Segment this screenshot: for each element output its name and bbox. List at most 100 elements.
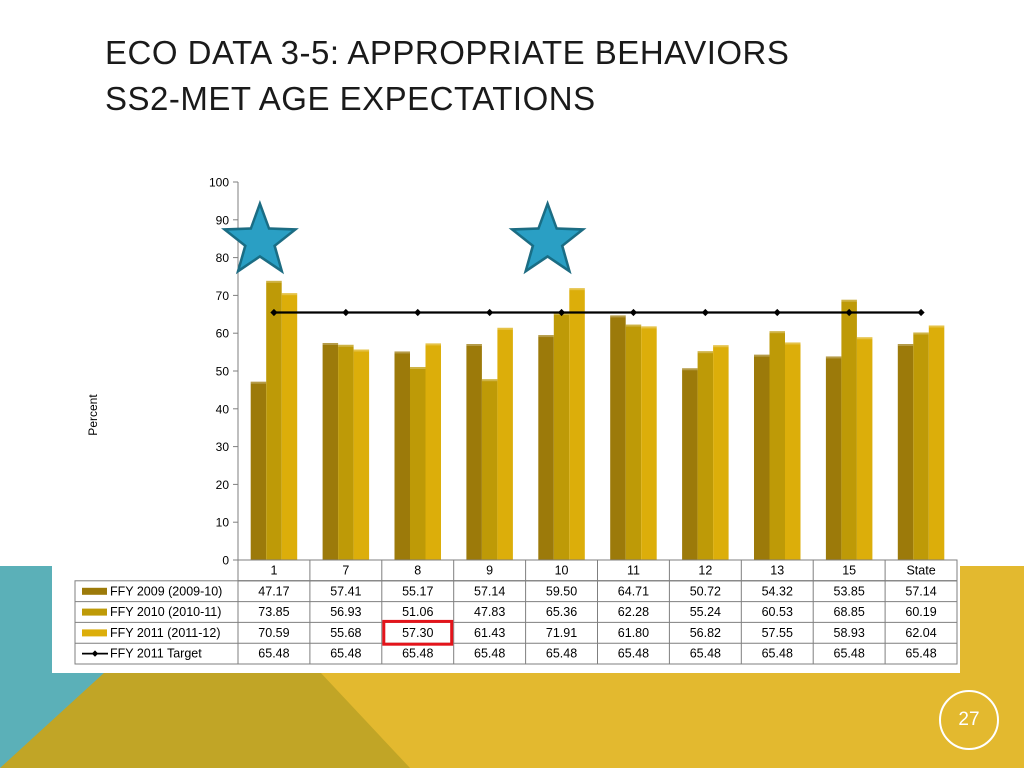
bar: [625, 324, 642, 560]
legend-swatch: [82, 608, 107, 616]
bar-highlight: [856, 337, 873, 340]
bar: [281, 293, 298, 560]
bar: [322, 342, 339, 560]
bar-highlight: [322, 342, 339, 345]
bar-highlight: [250, 381, 267, 384]
star-icon-inner: [512, 204, 583, 271]
data-table-cell: 56.93: [330, 605, 361, 619]
data-table-cell: 65.48: [258, 647, 289, 661]
data-table-cell: 47.83: [474, 605, 505, 619]
x-tick-label: 1: [270, 564, 277, 578]
x-tick-label: State: [906, 564, 935, 578]
target-marker: [701, 308, 709, 317]
bar-highlight: [266, 280, 282, 283]
target-marker: [845, 308, 853, 317]
y-tick-label: 50: [216, 365, 230, 379]
data-table-cell: 57.14: [474, 584, 505, 598]
data-table-cell: 59.50: [546, 584, 577, 598]
target-marker: [342, 308, 350, 317]
data-table-cell: 62.04: [905, 626, 936, 640]
chart-panel: Percent 0 10 20 30 40 50 60 70 80 90 100 1 7 8 9 10 11 12 1…: [52, 165, 960, 673]
x-tick-label: 11: [627, 564, 640, 578]
bar-highlight: [825, 356, 842, 359]
data-table-cell: 55.68: [330, 626, 361, 640]
y-tick-label: 70: [216, 289, 230, 303]
highlight-box: [382, 619, 454, 646]
bar-highlight: [353, 349, 370, 352]
target-marker: [414, 308, 422, 317]
bar: [425, 343, 441, 560]
legend-swatch: [82, 629, 107, 637]
bar: [641, 326, 657, 560]
bar: [266, 280, 282, 560]
bar: [250, 381, 267, 560]
slide-title: ECO DATA 3-5: APPROPRIATE BEHAVIORS SS2-…: [105, 30, 789, 122]
data-table-cell: 65.48: [546, 647, 577, 661]
bar-highlight: [394, 351, 410, 354]
data-table-cell: 61.43: [474, 626, 505, 640]
page-number-badge: 27: [939, 690, 999, 750]
data-table-cell: 53.85: [834, 584, 865, 598]
bar-highlight: [913, 332, 929, 335]
bar-highlight: [425, 343, 441, 346]
bar-highlight: [497, 327, 513, 330]
bar: [538, 335, 554, 560]
bar-highlight: [769, 331, 785, 334]
data-table-cell: 57.55: [762, 626, 793, 640]
bar: [754, 354, 770, 560]
bar: [682, 368, 698, 560]
data-table-cell: 68.85: [834, 605, 865, 619]
data-table-cell: 56.82: [690, 626, 721, 640]
data-table-cell: 65.48: [330, 647, 361, 661]
bar: [553, 312, 570, 560]
bar-highlight: [338, 344, 354, 347]
legend-swatch: [82, 587, 107, 595]
legend-label: FFY 2009 (2009-10): [110, 584, 222, 598]
bar-highlight: [713, 345, 729, 348]
target-marker: [629, 308, 638, 317]
bar-highlight: [841, 299, 857, 302]
y-tick-label: 100: [209, 176, 229, 190]
y-tick-label: 60: [216, 327, 230, 341]
x-tick-label: 13: [770, 564, 784, 578]
bar-highlight: [928, 325, 945, 328]
bar-highlight: [610, 315, 626, 318]
data-table-cell: 65.48: [834, 647, 865, 661]
bar: [897, 344, 914, 560]
data-table-cell: 65.48: [905, 647, 936, 661]
data-table-cell: 73.85: [258, 605, 289, 619]
bar-highlight: [897, 344, 914, 347]
y-tick-label: 90: [216, 213, 230, 227]
bar: [481, 379, 498, 560]
x-tick-label: 7: [342, 564, 349, 578]
target-marker: [557, 308, 566, 317]
y-tick-label: 0: [222, 554, 229, 568]
y-tick-label: 40: [216, 402, 230, 416]
slide-title-line1: ECO DATA 3-5: APPROPRIATE BEHAVIORS: [105, 34, 790, 71]
bar: [338, 344, 354, 560]
legend-marker: [91, 650, 99, 657]
data-table-cell: 58.93: [834, 626, 865, 640]
bar: [466, 344, 482, 560]
bar-highlight: [625, 324, 642, 327]
target-marker: [270, 308, 278, 317]
data-table-cell: 64.71: [618, 584, 649, 598]
x-tick-label: 10: [555, 564, 569, 578]
bar: [569, 288, 585, 560]
data-table-cell: 54.32: [762, 584, 793, 598]
target-marker: [917, 308, 925, 317]
star-icon-inner: [225, 204, 295, 271]
y-tick-label: 10: [216, 516, 230, 530]
data-table-cell: 65.36: [546, 605, 577, 619]
bar: [769, 331, 785, 560]
data-table-cell: 60.53: [762, 605, 793, 619]
bar: [697, 351, 714, 560]
bar-highlight: [481, 379, 498, 382]
data-table-cell: 71.91: [546, 626, 577, 640]
bar-highlight: [466, 344, 482, 347]
bar-highlight: [641, 326, 657, 329]
legend-label: FFY 2011 (2011-12): [110, 626, 220, 640]
y-tick-label: 80: [216, 251, 230, 265]
target-marker: [773, 308, 781, 317]
data-table-cell: 65.48: [762, 647, 793, 661]
